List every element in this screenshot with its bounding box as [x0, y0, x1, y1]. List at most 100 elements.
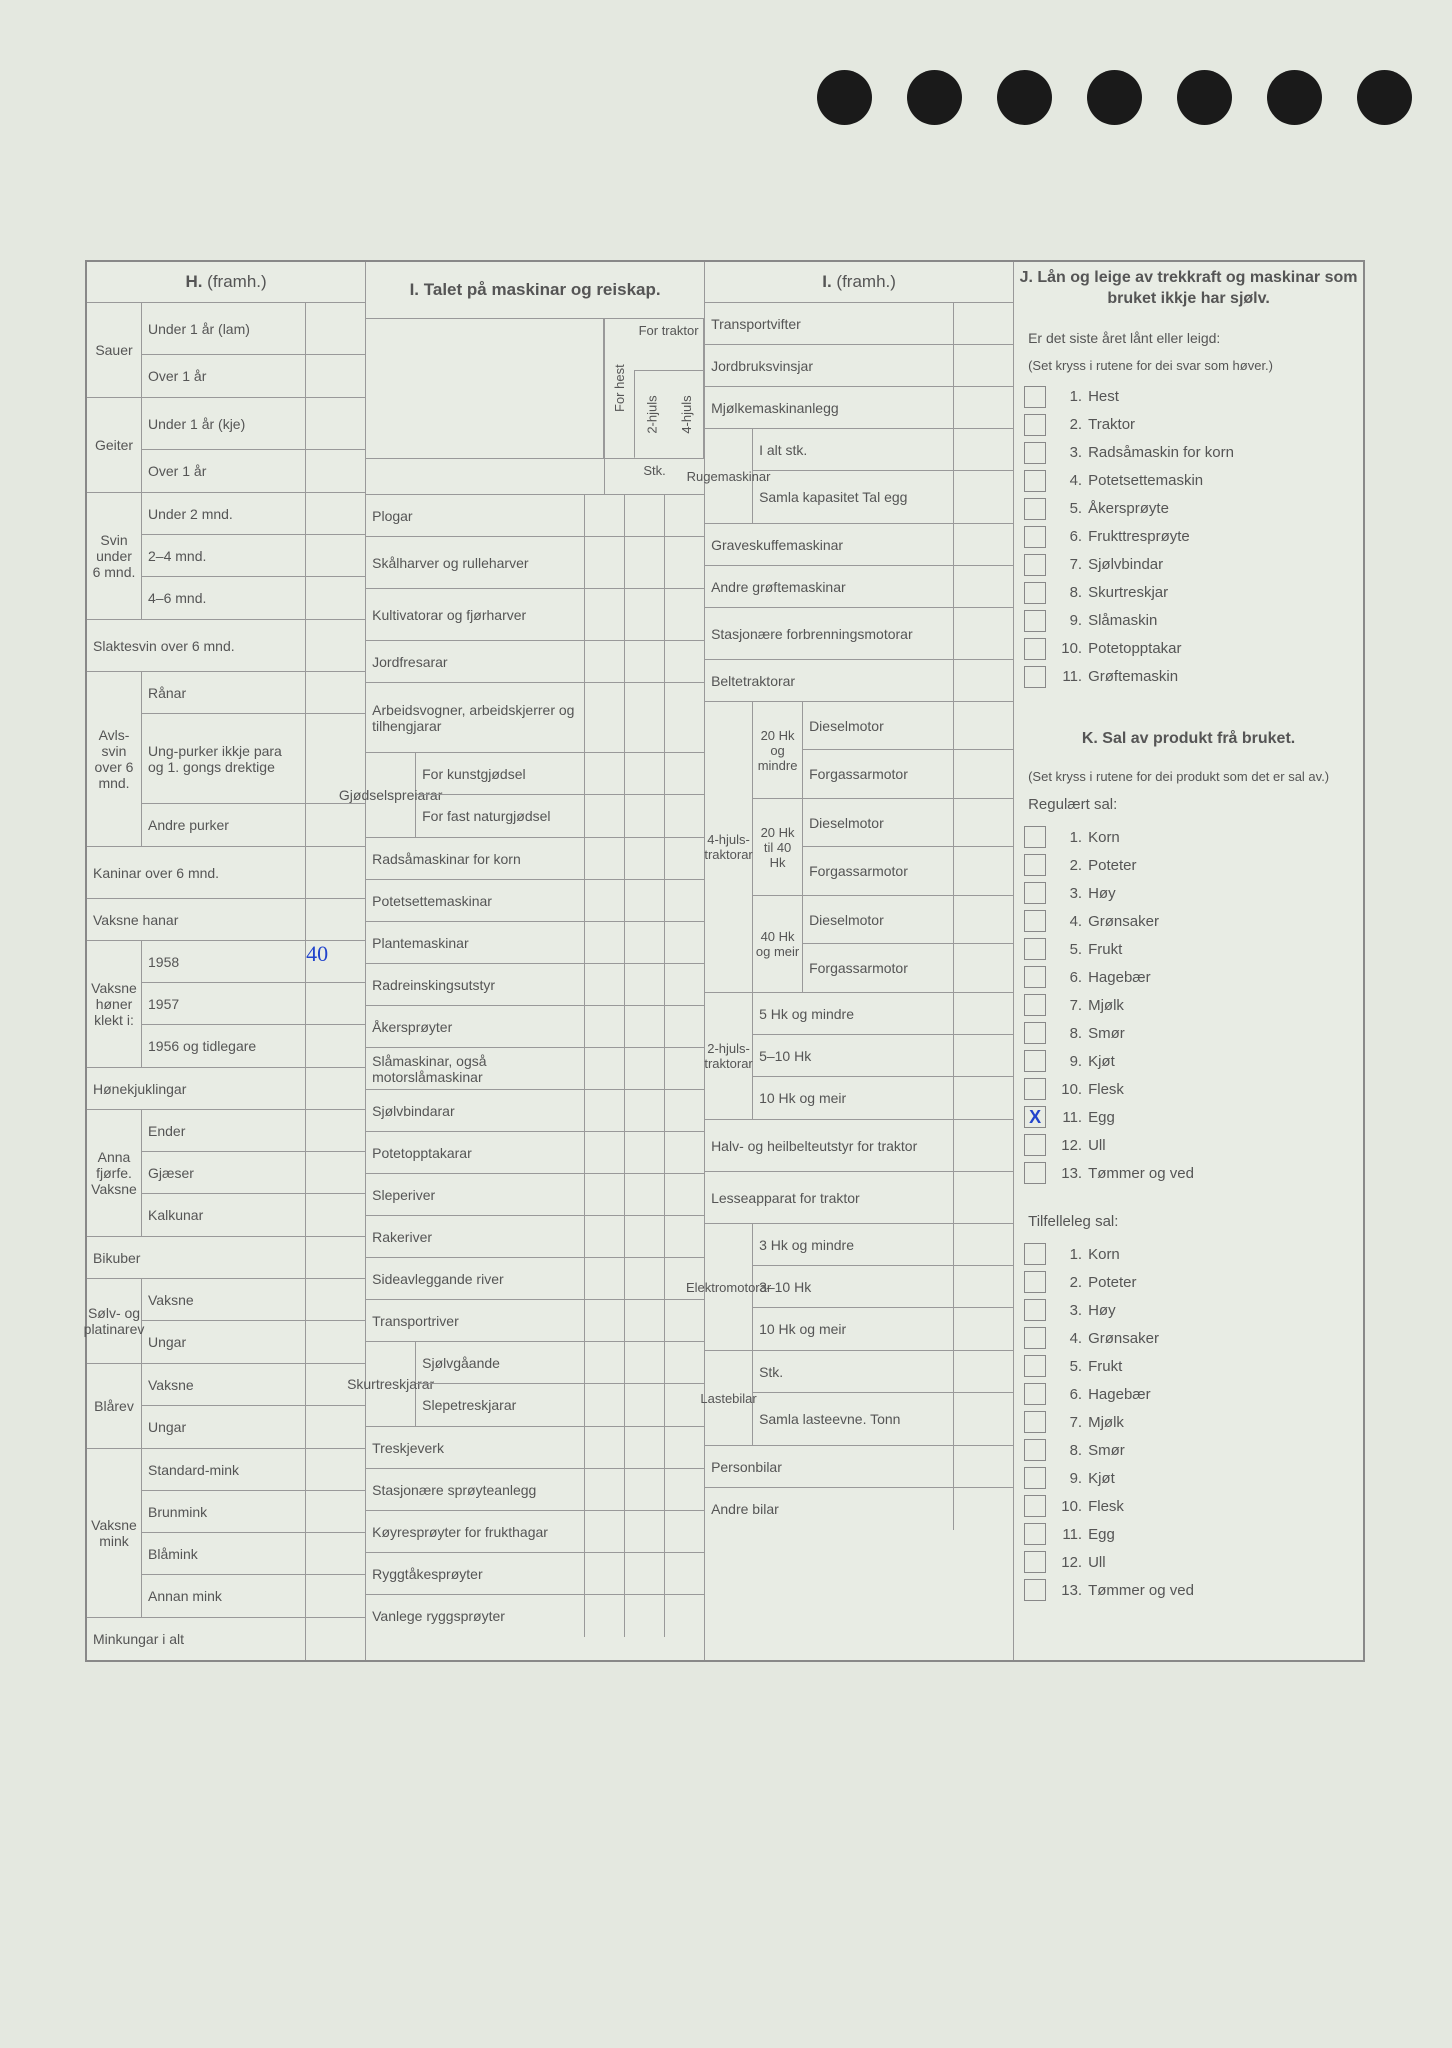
i-row: Ryggtåkesprøyter [366, 1553, 584, 1594]
k-til-item: 13.Tømmer og ved [1024, 1576, 1353, 1604]
form-page: H. (framh.) Sauer Under 1 år (lam) Over … [85, 260, 1365, 1662]
h-sauer-label: Sauer [87, 303, 142, 397]
j-item: 11.Grøftemaskin [1024, 663, 1353, 691]
k-reg-item: 2.Poteter [1024, 851, 1353, 879]
checkbox[interactable] [1024, 1299, 1046, 1321]
k-til-item: 5.Frukt [1024, 1352, 1353, 1380]
i-row: Potetopptakarar [366, 1132, 584, 1173]
k-til-item: 8.Smør [1024, 1436, 1353, 1464]
checkbox[interactable] [1024, 666, 1046, 688]
checkbox[interactable] [1024, 1134, 1046, 1156]
k-reg-item: 12.Ull [1024, 1131, 1353, 1159]
checkbox[interactable] [1024, 1439, 1046, 1461]
j-item: 1.Hest [1024, 383, 1353, 411]
checkbox[interactable] [1024, 854, 1046, 876]
k-reg-item: 7.Mjølk [1024, 991, 1353, 1019]
j-item: 4.Potetsettemaskin [1024, 467, 1353, 495]
checkbox[interactable] [1024, 966, 1046, 988]
j-item: 9.Slåmaskin [1024, 607, 1353, 635]
i-row: Stasjonære sprøyteanlegg [366, 1469, 584, 1510]
k-til-item: 2.Poteter [1024, 1268, 1353, 1296]
i-row: Radreinskingsutstyr [366, 964, 584, 1005]
j-item: 3.Radsåmaskin for korn [1024, 439, 1353, 467]
j-list: 1.Hest2.Traktor3.Radsåmaskin for korn4.P… [1024, 379, 1353, 695]
j-item: 2.Traktor [1024, 411, 1353, 439]
k-til-item: 7.Mjølk [1024, 1408, 1353, 1436]
checkbox[interactable] [1024, 1327, 1046, 1349]
checkbox[interactable] [1024, 610, 1046, 632]
k-til-item: 9.Kjøt [1024, 1464, 1353, 1492]
checkbox[interactable] [1024, 1523, 1046, 1545]
checkbox[interactable] [1024, 582, 1046, 604]
checkbox[interactable] [1024, 414, 1046, 436]
j-item: 7.Sjølvbindar [1024, 551, 1353, 579]
k-reg-item: 9.Kjøt [1024, 1047, 1353, 1075]
checkbox[interactable] [1024, 1271, 1046, 1293]
checkbox[interactable] [1024, 1050, 1046, 1072]
k-til-item: 12.Ull [1024, 1548, 1353, 1576]
checkbox[interactable] [1024, 1467, 1046, 1489]
h-sauer-under1: Under 1 år (lam) [142, 303, 305, 354]
k-til-item: 4.Grønsaker [1024, 1324, 1353, 1352]
i-row: Radsåmaskinar for korn [366, 838, 584, 879]
checkbox[interactable] [1024, 826, 1046, 848]
h-sauer-over1: Over 1 år [142, 355, 305, 397]
i-row: Vanlege ryggsprøyter [366, 1595, 584, 1637]
section-h-header: H. (framh.) [87, 262, 365, 303]
checkbox[interactable] [1024, 1579, 1046, 1601]
checkbox[interactable]: X [1024, 1106, 1046, 1128]
h-avlssvin-label: Avls-svin over 6 mnd. [87, 672, 142, 846]
k-reg-item: 6.Hagebær [1024, 963, 1353, 991]
checkbox[interactable] [1024, 470, 1046, 492]
section-i-cont: I. (framh.) Transportvifter Jordbruksvin… [705, 262, 1014, 1660]
checkbox[interactable] [1024, 1495, 1046, 1517]
j-item: 10.Potetopptakar [1024, 635, 1353, 663]
checkbox[interactable] [1024, 1383, 1046, 1405]
section-j-title: J. Lån og leige av trekkraft og maskinar… [1014, 262, 1363, 316]
section-k-title: K. Sal av produkt frå bruket. [1014, 723, 1363, 756]
i-row: Potetsettemaskinar [366, 880, 584, 921]
checkbox[interactable] [1024, 910, 1046, 932]
checkbox[interactable] [1024, 442, 1046, 464]
checkbox[interactable] [1024, 994, 1046, 1016]
i-row: Treskjeverk [366, 1427, 584, 1468]
checkbox[interactable] [1024, 1411, 1046, 1433]
i-row: Køyresprøyter for frukthagar [366, 1511, 584, 1552]
checkbox[interactable] [1024, 1022, 1046, 1044]
k-til-item: 10.Flesk [1024, 1492, 1353, 1520]
j-item: 5.Åkersprøyte [1024, 495, 1353, 523]
checkbox[interactable] [1024, 638, 1046, 660]
section-i: I. Talet på maskinar og reiskap. For hes… [366, 262, 705, 1660]
checkbox[interactable] [1024, 498, 1046, 520]
checkbox[interactable] [1024, 1551, 1046, 1573]
k-reg-item: 10.Flesk [1024, 1075, 1353, 1103]
h-honer-label: Vaksne høner klekt i: [87, 941, 142, 1067]
value-cell[interactable] [305, 303, 365, 354]
checkbox[interactable] [1024, 1243, 1046, 1265]
checkbox[interactable] [1024, 882, 1046, 904]
checkbox[interactable] [1024, 938, 1046, 960]
checkbox[interactable] [1024, 386, 1046, 408]
k-reg-item: 8.Smør [1024, 1019, 1353, 1047]
k-reg-list: 1.Korn2.Poteter3.Høy4.Grønsaker5.Frukt6.… [1024, 819, 1353, 1191]
section-i-header: I. Talet på maskinar og reiskap. [366, 262, 704, 319]
k-reg-item: X11.Egg [1024, 1103, 1353, 1131]
i-column-headers: For hest For traktor 2-hjuls 4-hjuls [366, 319, 704, 459]
k-til-list: 1.Korn2.Poteter3.Høy4.Grønsaker5.Frukt6.… [1024, 1236, 1353, 1608]
k-reg-item: 13.Tømmer og ved [1024, 1159, 1353, 1187]
honer-1958-value[interactable]: 40 [305, 941, 365, 982]
h-svin-label: Svin under 6 mnd. [87, 493, 142, 619]
k-reg-item: 1.Korn [1024, 823, 1353, 851]
section-i2-header: I. (framh.) [705, 262, 1013, 303]
h-geiter-label: Geiter [87, 398, 142, 492]
k-til-item: 11.Egg [1024, 1520, 1353, 1548]
binder-holes [817, 70, 1412, 125]
checkbox[interactable] [1024, 1162, 1046, 1184]
checkbox[interactable] [1024, 526, 1046, 548]
checkbox[interactable] [1024, 1355, 1046, 1377]
checkbox[interactable] [1024, 1078, 1046, 1100]
k-til-item: 6.Hagebær [1024, 1380, 1353, 1408]
i-row: Sideavleggande river [366, 1258, 584, 1299]
i-row: Rakeriver [366, 1216, 584, 1257]
checkbox[interactable] [1024, 554, 1046, 576]
